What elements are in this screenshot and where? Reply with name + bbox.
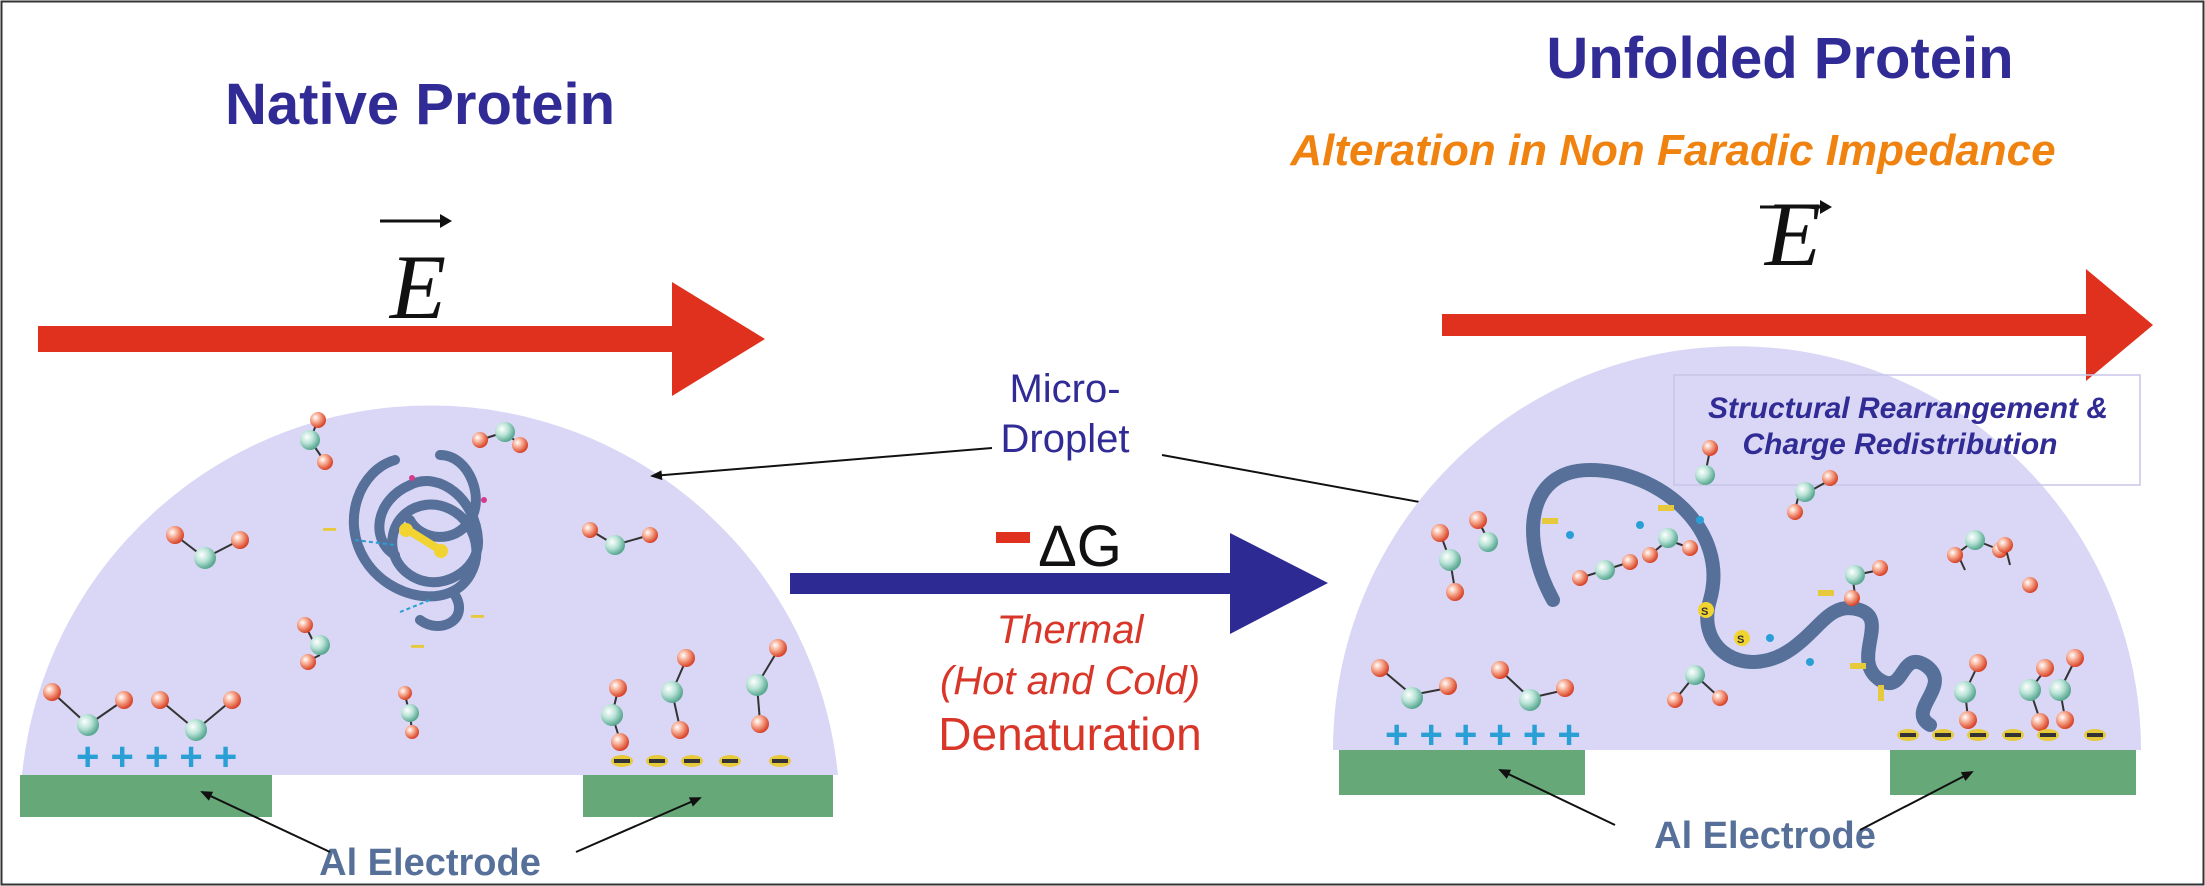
water-molecule	[1371, 659, 1457, 709]
water-molecule	[746, 639, 787, 733]
water-molecule	[1491, 661, 1574, 711]
negative-sign	[996, 532, 1030, 543]
left-electrode-b	[583, 775, 833, 817]
water-molecule	[582, 522, 658, 555]
sulfur-label-1: S	[1701, 606, 1708, 618]
water-molecule	[1947, 537, 2038, 593]
water-molecule	[297, 617, 330, 670]
hot-cold-label: (Hot and Cold)	[940, 659, 1200, 703]
water-molecule	[1844, 560, 1888, 606]
right-droplet	[1333, 346, 2141, 750]
droplet-label-line2: Droplet	[1001, 417, 1130, 461]
left-positive-charges: + + + + +	[76, 735, 237, 779]
protein-charge-minus-1: −	[322, 514, 337, 544]
water-molecule	[2049, 649, 2084, 729]
right-electrode-pointer-a	[1498, 769, 1616, 826]
rearrangement-box	[1673, 374, 2141, 486]
water-molecule	[2019, 659, 2054, 731]
left-electrode-pointer-b	[575, 797, 702, 853]
sulfur-atom-3	[1698, 602, 1714, 618]
denaturation-label: Denaturation	[938, 708, 1201, 760]
water-molecule	[43, 683, 133, 736]
left-field-label: E	[388, 236, 446, 338]
sulfur-atom-1	[399, 523, 413, 537]
water-molecule	[1667, 665, 1728, 708]
denaturation-arrow	[790, 533, 1328, 634]
left-field-arrow	[38, 282, 765, 396]
thermal-label: Thermal	[997, 608, 1145, 652]
rearrangement-line2: Charge Redistribution	[1742, 428, 2057, 461]
water-molecule	[1954, 654, 1987, 729]
chain-blue-charges	[1566, 516, 1814, 666]
droplet-label-line1: Micro-	[1009, 367, 1120, 411]
disulfide-bridge	[405, 526, 443, 554]
water-molecule	[398, 686, 419, 739]
right-subtitle: Alteration in Non Faradic Impedance	[1289, 126, 2055, 175]
delta-g-label: ΔG	[1038, 514, 1122, 579]
native-protein	[348, 450, 483, 631]
left-droplet	[22, 405, 838, 775]
water-molecule	[1431, 524, 1464, 601]
water-molecule	[166, 526, 249, 569]
water-molecule	[151, 691, 241, 741]
sulfur-atom-2	[434, 544, 448, 558]
right-field-arrow	[1442, 269, 2153, 381]
water-molecule	[472, 422, 528, 453]
water-molecule	[1642, 528, 1698, 563]
right-field-label: E	[1763, 183, 1821, 285]
left-electrode-label: Al Electrode	[319, 842, 541, 884]
right-electrode-label: Al Electrode	[1654, 815, 1876, 857]
left-electrode-a	[20, 775, 272, 817]
unfolded-protein	[1526, 463, 1942, 732]
protein-charge-minus-2: −	[470, 601, 485, 631]
left-vector-overbar	[380, 214, 452, 228]
right-electrode-a	[1339, 750, 1585, 795]
right-electrode-pointer-b	[1859, 771, 1974, 831]
right-title: Unfolded Protein	[1546, 26, 2013, 91]
left-electrode-pointer-a	[200, 791, 331, 853]
protein-charge-dot-2	[481, 497, 487, 503]
water-molecule	[1572, 554, 1638, 586]
water-molecule	[1787, 470, 1838, 520]
water-molecule	[601, 679, 629, 751]
sulfur-label-2: S	[1737, 634, 1744, 646]
sulfur-atom-4	[1734, 630, 1750, 646]
left-title: Native Protein	[225, 72, 615, 137]
right-positive-charges: + + + + + +	[1385, 713, 1581, 757]
water-molecule	[661, 649, 695, 739]
protein-charge-minus-3: −	[410, 631, 425, 661]
right-negative-charges	[1897, 729, 2106, 741]
water-molecule	[1695, 440, 1718, 485]
left-negative-charges	[611, 755, 791, 767]
water-molecule	[1469, 511, 1498, 552]
droplet-pointer-left	[650, 447, 993, 481]
water-molecule	[300, 412, 333, 470]
h-bond-lines	[354, 539, 431, 613]
rearrangement-line1: Structural Rearrangement &	[1708, 392, 2108, 425]
right-electrode-b	[1890, 750, 2136, 795]
right-vector-overbar	[1760, 200, 1832, 214]
protein-charge-dot-1	[409, 475, 415, 481]
